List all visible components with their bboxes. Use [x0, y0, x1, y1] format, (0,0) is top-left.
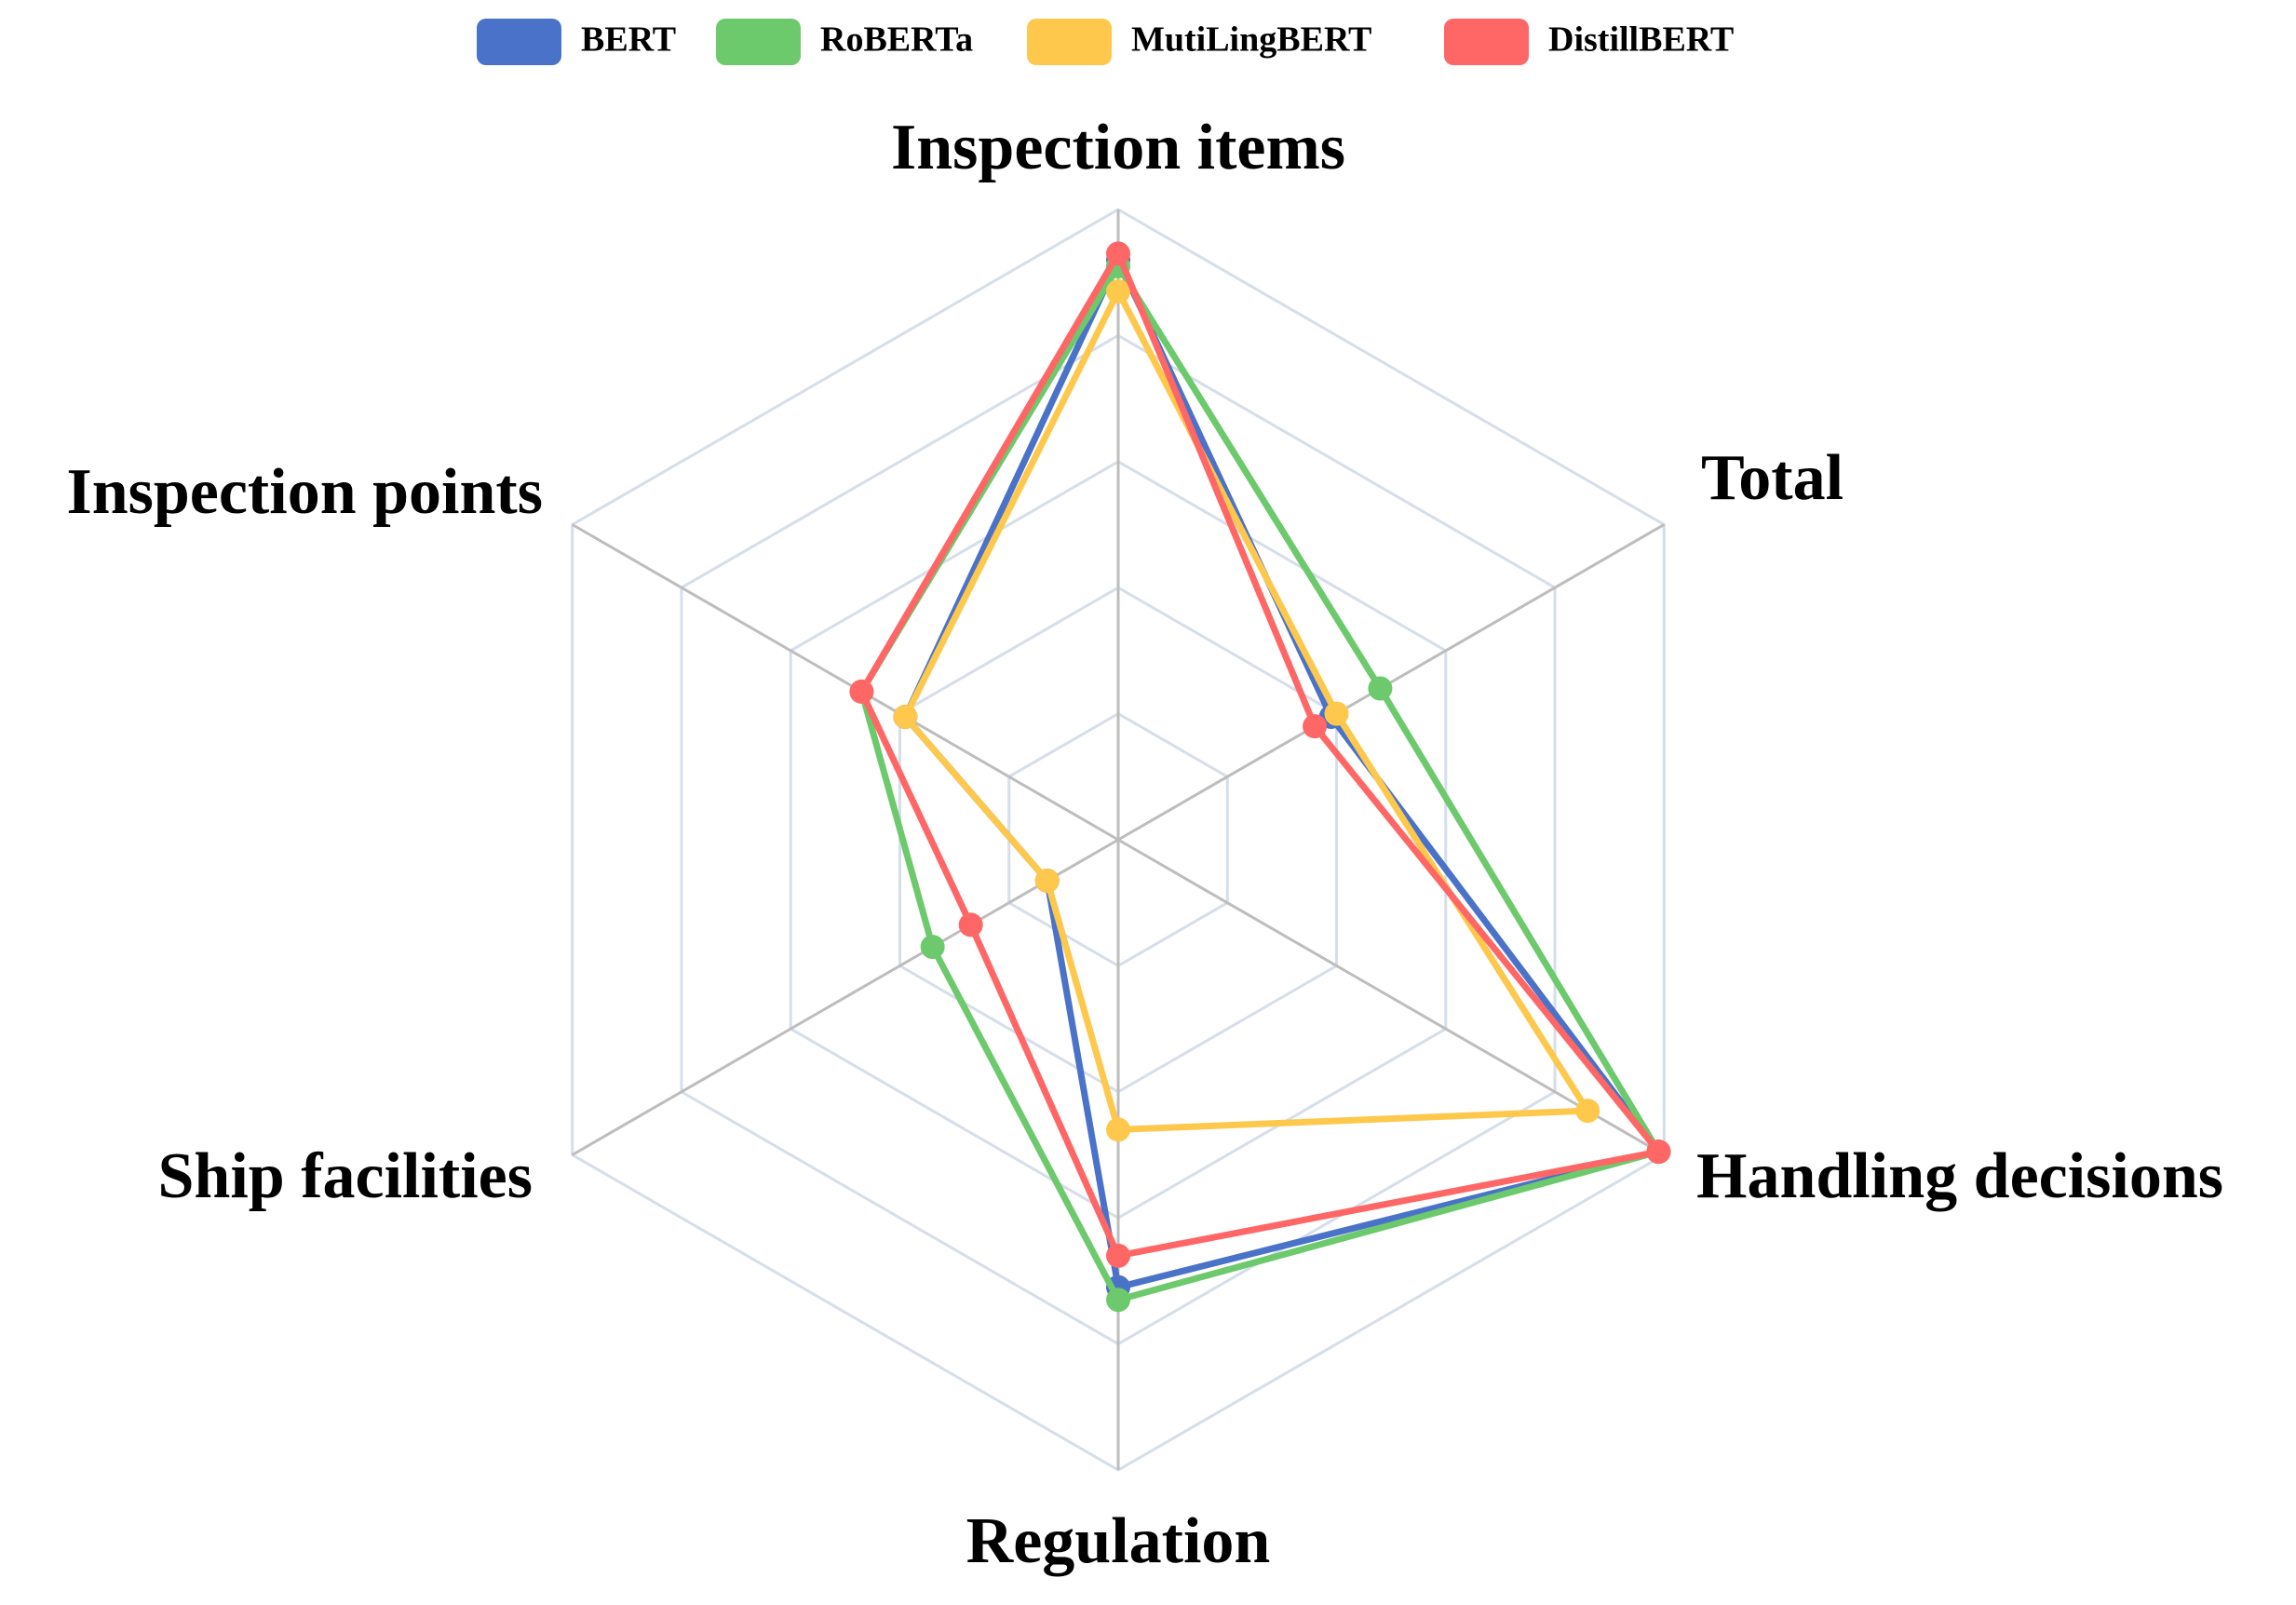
axis-label: Handling decisions: [1696, 1140, 2223, 1212]
series: [893, 279, 1600, 1142]
legend-swatch: [477, 19, 561, 65]
series: [849, 241, 1671, 1268]
data-point: [1106, 1117, 1130, 1142]
series-line: [901, 256, 1662, 1291]
data-point: [1324, 701, 1349, 726]
data-point: [1106, 279, 1130, 304]
legend-label: DistillBERT: [1548, 20, 1734, 60]
axis-spoke: [571, 838, 1119, 1156]
data-point: [1106, 241, 1130, 266]
series: [849, 253, 1671, 1313]
legend-label: RoBERTa: [820, 20, 973, 60]
axis-label: Total: [1701, 442, 1844, 514]
legend-swatch: [1444, 19, 1529, 65]
data-point: [1368, 676, 1393, 701]
axis-label: Inspection points: [66, 456, 543, 528]
data-point: [893, 704, 918, 729]
legend-label: MutiLingBERT: [1131, 20, 1371, 60]
data-point: [849, 679, 874, 704]
data-point: [920, 935, 945, 960]
legend-label: BERT: [581, 20, 676, 60]
axis-label: Ship facilities: [157, 1140, 533, 1212]
axis-label: Regulation: [966, 1505, 1271, 1577]
data-point: [1106, 1243, 1130, 1268]
axis-spoke: [1117, 523, 1666, 842]
legend-swatch: [716, 19, 801, 65]
legend-swatch: [1027, 19, 1112, 65]
axis-label: Inspection items: [891, 112, 1345, 183]
data-point: [958, 912, 983, 937]
data-point: [1303, 714, 1328, 739]
series-line: [858, 250, 1662, 1260]
axis-spoke: [1117, 838, 1666, 1156]
data-point: [1106, 1288, 1130, 1313]
data-point: [1034, 869, 1060, 894]
series-line: [858, 263, 1662, 1303]
data-point: [1575, 1099, 1600, 1124]
data-point: [1646, 1140, 1671, 1165]
axis-spoke: [571, 523, 1119, 842]
